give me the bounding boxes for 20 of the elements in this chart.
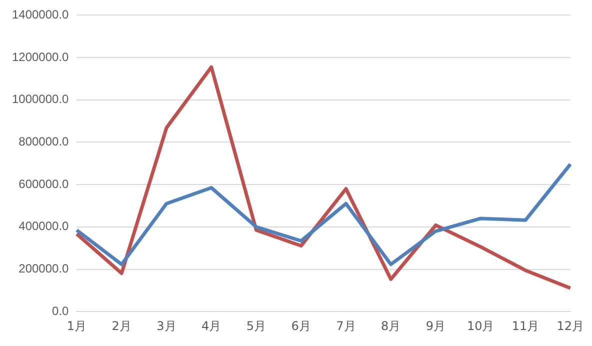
y-tick-label: 400000.0 [18,219,70,234]
x-tick-label: 6月 [291,318,311,333]
x-tick-label: 10月 [466,318,494,333]
x-tick-label: 12月 [556,318,584,333]
x-tick-label: 9月 [426,318,446,333]
y-tick-label: 1000000.0 [12,92,70,106]
x-tick-label: 3月 [156,318,176,333]
x-tick-label: 5月 [246,318,266,333]
x-tick-label: 2月 [112,318,132,333]
y-tick-label: 1200000.0 [12,50,70,64]
x-tick-label: 11月 [512,318,540,333]
y-tick-label: 800000.0 [18,134,70,149]
x-tick-label: 1月 [66,318,87,333]
y-tick-label: 600000.0 [18,176,70,191]
x-tick-label: 4月 [202,318,222,333]
y-tick-label: 0.0 [52,304,70,318]
x-tick-label: 7月 [336,318,356,333]
x-tick-label: 8月 [381,318,401,333]
y-tick-label: 1400000.0 [12,8,70,22]
y-tick-label: 200000.0 [18,262,70,276]
